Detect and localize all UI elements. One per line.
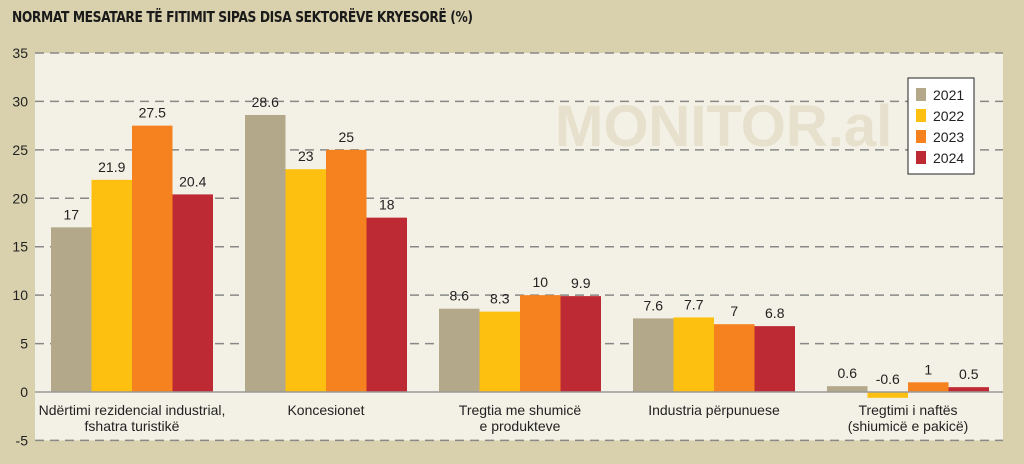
data-label: 0.6 (838, 365, 858, 381)
data-label: 8.3 (490, 291, 510, 307)
data-label: 1 (924, 361, 932, 377)
bar-2024 (366, 217, 407, 392)
legend-swatch-2024 (916, 151, 926, 164)
y-tick-label: 25 (12, 142, 28, 158)
bar-2023 (714, 324, 755, 392)
x-tick-label: Ndërtimi rezidencial industrial, (39, 402, 226, 418)
y-tick-label: -5 (16, 432, 29, 448)
legend-swatch-2023 (916, 130, 926, 143)
data-label: 8.6 (450, 288, 470, 304)
legend-label: 2024 (933, 150, 964, 166)
x-tick-label: Koncesionet (287, 402, 364, 418)
data-label: 21.9 (98, 159, 125, 175)
bar-2024 (172, 194, 213, 392)
data-label: 7.7 (684, 296, 704, 312)
y-tick-label: 5 (20, 336, 28, 352)
legend-label: 2021 (933, 87, 964, 103)
x-tick-label: fshatra turistikë (85, 418, 180, 434)
bar-2021 (439, 308, 480, 392)
legend-label: 2022 (933, 108, 964, 124)
data-label: 0.5 (959, 366, 979, 382)
data-label: 23 (298, 148, 314, 164)
x-tick-label: Tregtia me shumicë (459, 402, 582, 418)
y-tick-label: 0 (20, 384, 28, 400)
data-label: 20.4 (179, 173, 206, 189)
y-tick-label: 35 (12, 45, 28, 61)
y-tick-label: 15 (12, 239, 28, 255)
bar-2022 (867, 392, 908, 398)
data-label: -0.6 (876, 371, 900, 387)
bar-2024 (948, 387, 989, 392)
data-label: 18 (379, 197, 395, 213)
data-label: 25 (338, 129, 354, 145)
data-label: 28.6 (252, 94, 279, 110)
data-label: 6.8 (765, 305, 785, 321)
data-label: 17 (63, 206, 79, 222)
x-tick-label: Tregtimi i naftës (858, 402, 957, 418)
y-tick-label: 30 (12, 93, 28, 109)
x-tick-label: e produkteve (480, 418, 561, 434)
bar-2023 (132, 125, 173, 392)
data-label: 7.6 (644, 297, 664, 313)
data-label: 27.5 (139, 105, 166, 121)
data-label: 9.9 (571, 275, 591, 291)
x-tick-label: (shiumicë e pakicë) (848, 418, 969, 434)
bar-2023 (520, 295, 561, 392)
legend-label: 2023 (933, 129, 964, 145)
chart-title: NORMAT MESATARE TË FITIMIT SIPAS DISA SE… (12, 8, 473, 26)
bar-2022 (91, 179, 132, 392)
x-tick-label: Industria përpunuese (648, 402, 780, 418)
bar-2021 (827, 386, 868, 392)
data-label: 10 (532, 274, 548, 290)
data-label: 7 (730, 303, 738, 319)
watermark: MONITOR.al (555, 94, 892, 159)
bar-2024 (560, 296, 601, 392)
legend-swatch-2022 (916, 109, 926, 122)
y-tick-label: 20 (12, 190, 28, 206)
y-tick-label: 10 (12, 287, 28, 303)
bar-2022 (673, 317, 714, 392)
bar-2023 (908, 382, 949, 392)
bar-2024 (754, 326, 795, 392)
bar-2021 (51, 227, 92, 392)
legend-swatch-2021 (916, 88, 926, 101)
bar-2021 (633, 318, 674, 392)
bar-2023 (326, 149, 367, 392)
bar-2022 (285, 169, 326, 392)
bar-2022 (479, 311, 520, 392)
bar-2021 (245, 114, 286, 392)
